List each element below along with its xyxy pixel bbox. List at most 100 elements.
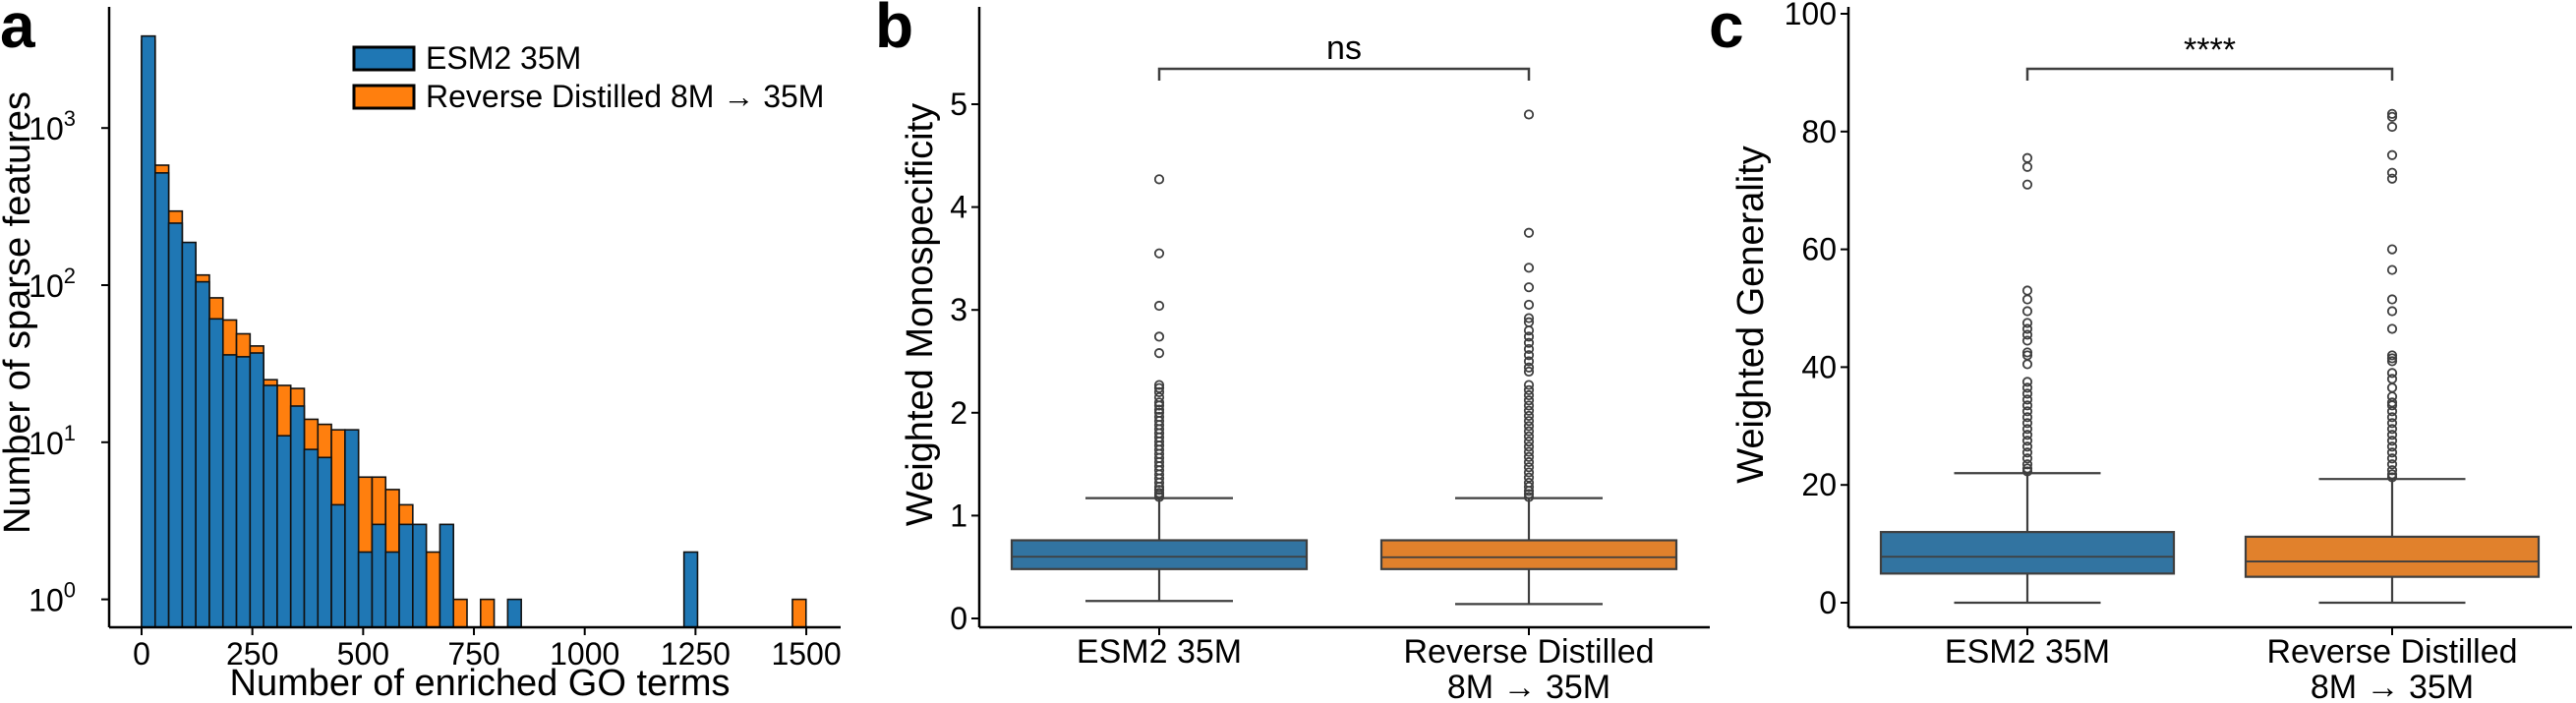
x-tick-label-line2: 8M → 35M [1447, 669, 1610, 703]
x-tick-label: 1000 [550, 636, 619, 672]
box-reverse-distilled-outlier [1523, 436, 1535, 447]
histogram-bar-reverse-distilled [425, 551, 441, 628]
x-tick-label: 750 [447, 636, 499, 672]
panel-letter-b: b [875, 0, 913, 61]
box-esm2-outlier [2021, 400, 2033, 411]
box-reverse-distilled-outlier [1523, 350, 1535, 361]
box-esm2-outlier [1153, 300, 1165, 312]
box-reverse-distilled-outlier [2386, 382, 2398, 393]
y-tick-exponent: 0 [64, 578, 76, 603]
histogram-bar-esm2 [276, 435, 292, 628]
box-reverse-distilled-outlier [2386, 469, 2398, 480]
box-reverse-distilled-outlier [1523, 282, 1535, 293]
legend-label: ESM2 35M [426, 40, 581, 76]
box-reverse-distilled-outlier [1523, 456, 1535, 468]
y-tick-label: 0 [1819, 585, 1837, 620]
box-reverse-distilled-outlier [2386, 424, 2398, 435]
box-esm2-outlier [2021, 430, 2033, 440]
significance-bracket [2025, 67, 2394, 81]
legend-swatch [352, 45, 416, 72]
box-esm2-outlier [1153, 382, 1165, 393]
histogram-bar-esm2 [263, 384, 278, 628]
box-reverse-distilled-outlier [1523, 462, 1535, 473]
histogram-bar-esm2 [303, 448, 320, 628]
box-reverse-distilled-outlier [1523, 325, 1535, 336]
box-reverse-distilled-outlier [1523, 467, 1535, 478]
box-esm2-outlier [2021, 347, 2033, 358]
significance-label: ns [1326, 29, 1362, 67]
box-reverse-distilled-outlier [2386, 412, 2398, 423]
histogram-bar-esm2 [195, 280, 210, 628]
box-reverse-distilled-outlier [2386, 436, 2398, 446]
histogram-bar-esm2 [153, 172, 170, 628]
box-esm2-outlier [2021, 412, 2033, 423]
box-esm2-outlier [2021, 335, 2033, 346]
y-axis-label: Weighted Generality [1730, 146, 1772, 484]
box-reverse-distilled-outlier [1523, 337, 1535, 348]
box-reverse-distilled-outlier [1523, 331, 1535, 342]
y-tick-label: 103 [29, 106, 76, 146]
box-esm2-outlier [2021, 463, 2033, 474]
box-esm2-outlier [2021, 418, 2033, 429]
box-esm2-outlier [2021, 459, 2033, 470]
y-tick-label: 100 [29, 578, 76, 618]
box-reverse-distilled-outlier [2386, 465, 2398, 476]
box-reverse-distilled-outlier [2386, 111, 2398, 122]
box-esm2-iqr [1010, 539, 1309, 570]
histogram-bar-esm2 [384, 551, 400, 628]
y-tick-label: 60 [1801, 232, 1837, 267]
box-esm2-iqr [1879, 531, 2176, 575]
box-reverse-distilled-outlier [1523, 472, 1535, 483]
box-esm2-outlier [1153, 400, 1165, 411]
box-reverse-distilled-outlier [2386, 406, 2398, 417]
box-esm2-outlier [2021, 453, 2033, 464]
box-reverse-distilled-outlier [1523, 362, 1535, 373]
box-esm2-outlier [2021, 406, 2033, 417]
box-esm2-outlier [2021, 318, 2033, 328]
box-reverse-distilled-outlier [2386, 306, 2398, 317]
y-tick-base: 10 [29, 583, 64, 618]
box-reverse-distilled-outlier [1523, 492, 1535, 502]
box-reverse-distilled-outlier [1523, 446, 1535, 457]
box-reverse-distilled-outlier [2386, 353, 2398, 364]
box-reverse-distilled-outlier [2386, 472, 2398, 483]
y-tick-label: 40 [1801, 349, 1837, 384]
x-tick-label-line2: 8M → 35M [2311, 669, 2474, 703]
box-reverse-distilled-outlier [2386, 430, 2398, 440]
panel-letter-c: c [1709, 0, 1744, 61]
box-reverse-distilled-outlier [1523, 426, 1535, 437]
x-tick-label: 0 [133, 636, 150, 672]
y-tick-base: 10 [29, 426, 64, 461]
histogram-bar-esm2 [506, 598, 522, 628]
box-reverse-distilled-outlier [1523, 380, 1535, 390]
box-reverse-distilled-outlier [1523, 366, 1535, 378]
box-reverse-distilled-outlier [1523, 486, 1535, 497]
box-reverse-distilled-outlier [2386, 121, 2398, 133]
histogram-bar-esm2 [682, 551, 699, 628]
box-esm2-outlier [2021, 152, 2033, 163]
box-reverse-distilled-outlier [1523, 441, 1535, 452]
box-esm2-outlier [2021, 161, 2033, 172]
box-reverse-distilled-outlier [1523, 356, 1535, 367]
box-esm2-outlier [1153, 477, 1165, 489]
box-reverse-distilled-outlier [1523, 384, 1535, 395]
box-reverse-distilled-outlier [2386, 244, 2398, 255]
box-reverse-distilled-outlier [1523, 263, 1535, 273]
box-reverse-distilled-outlier [1523, 400, 1535, 411]
y-tick-label: 20 [1801, 467, 1837, 502]
y-axis-label: Number of sparse features [0, 91, 38, 534]
y-tick-label: 101 [29, 421, 76, 461]
box-esm2-outlier [1153, 348, 1165, 359]
box-esm2-outlier [1153, 248, 1165, 259]
box-reverse-distilled-outlier [1523, 451, 1535, 462]
y-axis-label: Weighted Monospecificity [900, 103, 941, 526]
box-reverse-distilled-outlier [2386, 447, 2398, 458]
y-tick-label: 4 [950, 190, 967, 225]
box-esm2-outlier [2021, 306, 2033, 317]
histogram-bar-esm2 [412, 523, 428, 628]
x-tick-label: Reverse Distilled [2266, 633, 2517, 671]
histogram-bar-esm2 [371, 523, 387, 628]
y-tick-label: 102 [29, 264, 76, 304]
histogram-bar-esm2 [167, 222, 184, 628]
